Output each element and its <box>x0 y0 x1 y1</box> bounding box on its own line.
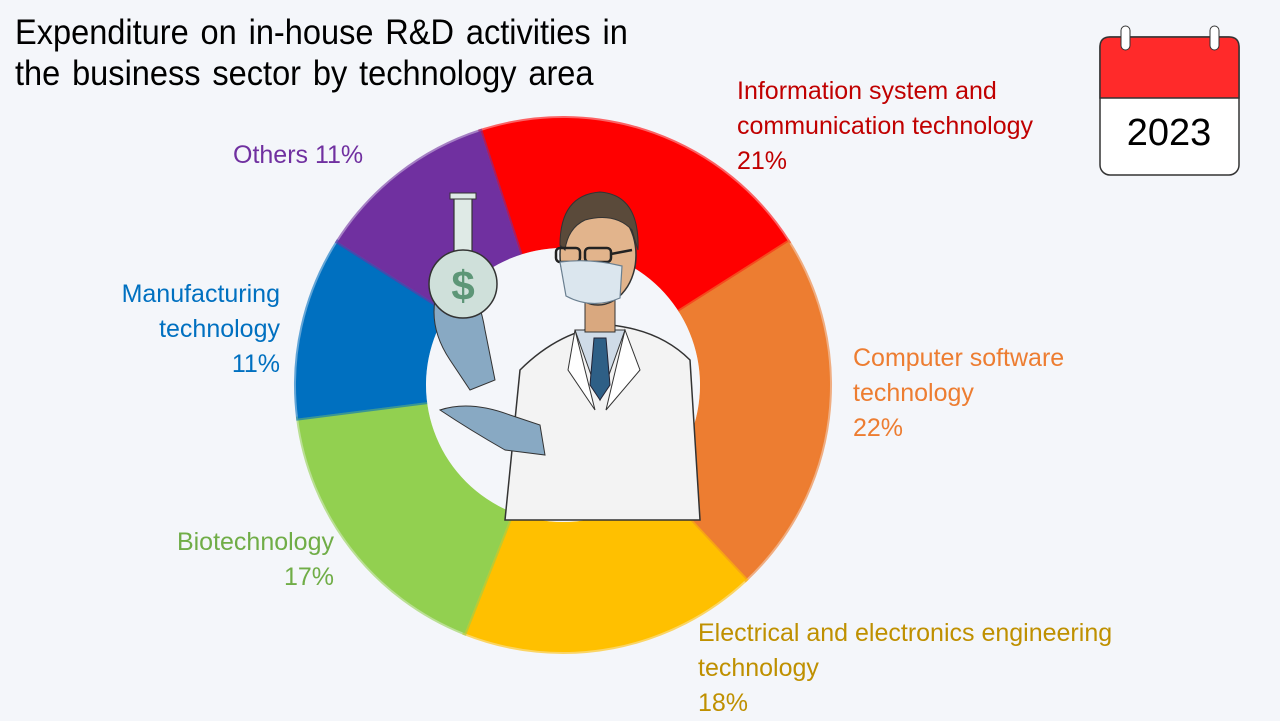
label-manufacturing-line2: technology <box>159 315 280 343</box>
label-bio-pct: 17% <box>283 563 334 591</box>
calendar-icon <box>1099 25 1240 176</box>
label-ict-pct: 21% <box>737 147 788 175</box>
label-others: Others 11% <box>233 138 363 173</box>
scientist-holding-money-flask-icon: $ <box>428 191 701 521</box>
label-electrical-line2: technology <box>698 654 819 682</box>
label-bio-line1: Biotechnology <box>176 528 334 556</box>
label-manufacturing-pct: 11% <box>231 350 280 378</box>
label-electrical-pct: 18% <box>698 689 749 717</box>
donut-slices <box>294 116 832 654</box>
label-bio: Biotechnology 17% <box>100 525 334 595</box>
calendar-year: 2023 <box>1126 112 1212 154</box>
label-software: Computer software technology 22% <box>853 341 1064 446</box>
label-manufacturing: Manufacturing technology 11% <box>40 277 280 382</box>
label-ict-line1: Information system and <box>737 77 997 105</box>
label-manufacturing-line1: Manufacturing <box>121 280 280 308</box>
title-line-1: Expenditure on in-house R&D activities i… <box>15 13 628 52</box>
chart-title: Expenditure on in-house R&D activities i… <box>15 12 722 94</box>
donut-slice <box>653 239 832 583</box>
label-ict-line2: communication technology <box>737 112 1033 140</box>
label-software-line2: technology <box>853 379 974 407</box>
label-electrical-line1: Electrical and electronics engineering <box>698 619 1113 647</box>
label-software-pct: 22% <box>853 414 904 442</box>
label-others-line1: Others 11% <box>233 141 364 169</box>
title-line-2: the business sector by technology area <box>15 54 594 93</box>
label-software-line1: Computer software <box>853 344 1065 372</box>
label-ict: Information system and communication tec… <box>737 74 1033 179</box>
svg-text:$: $ <box>451 262 474 309</box>
label-electrical: Electrical and electronics engineering t… <box>698 616 1112 721</box>
